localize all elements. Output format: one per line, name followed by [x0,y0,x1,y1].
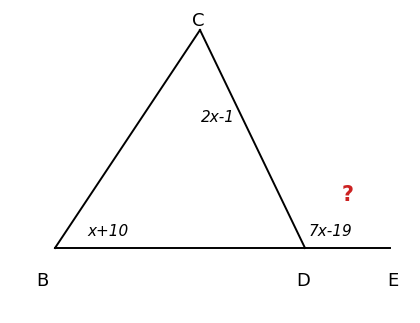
Text: C: C [192,12,204,30]
Text: E: E [387,272,399,290]
Text: ?: ? [342,185,354,205]
Text: B: B [36,272,48,290]
Text: x+10: x+10 [87,224,129,239]
Text: D: D [296,272,310,290]
Text: 7x-19: 7x-19 [308,224,352,239]
Text: 2x-1: 2x-1 [201,110,235,126]
